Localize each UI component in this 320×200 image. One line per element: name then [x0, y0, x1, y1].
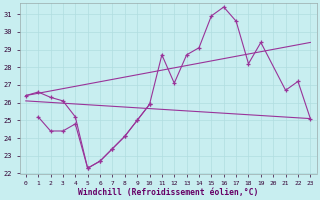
X-axis label: Windchill (Refroidissement éolien,°C): Windchill (Refroidissement éolien,°C) [78, 188, 258, 197]
